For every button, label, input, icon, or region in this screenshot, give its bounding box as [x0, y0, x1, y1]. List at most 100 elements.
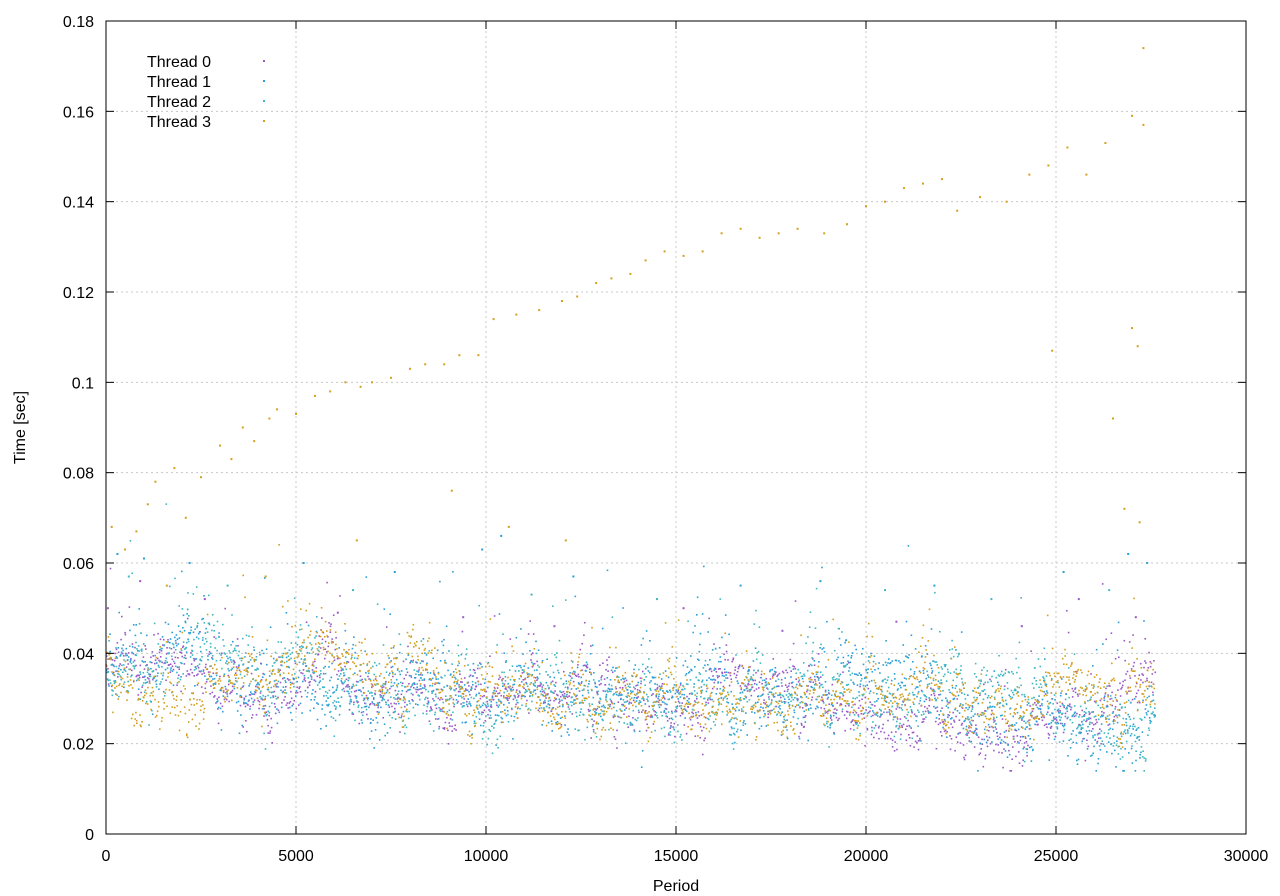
data-point	[418, 695, 420, 697]
data-point	[678, 702, 681, 704]
data-point	[992, 730, 995, 732]
outlier-point	[226, 584, 229, 587]
data-point	[613, 736, 616, 738]
data-point	[373, 704, 376, 706]
data-point	[768, 704, 771, 707]
outlier-point	[1134, 616, 1137, 619]
data-point	[629, 724, 632, 726]
data-point	[581, 642, 583, 645]
data-point	[139, 671, 141, 673]
data-point	[1059, 711, 1061, 714]
data-point	[694, 666, 696, 668]
data-point	[150, 656, 152, 659]
data-point	[167, 676, 169, 678]
data-point	[915, 686, 918, 688]
data-point	[276, 722, 279, 725]
data-point	[959, 731, 961, 734]
data-point	[655, 695, 658, 698]
data-point	[315, 643, 317, 645]
data-point	[992, 718, 995, 721]
data-point	[733, 717, 735, 720]
data-point	[792, 698, 795, 701]
data-point	[398, 651, 401, 654]
data-point	[730, 734, 733, 736]
data-point	[922, 718, 924, 720]
data-point	[1051, 678, 1053, 680]
data-point	[468, 701, 471, 703]
data-point	[327, 650, 329, 653]
data-point	[139, 714, 141, 716]
data-point	[911, 691, 914, 694]
data-point	[284, 647, 286, 650]
data-point	[251, 665, 253, 667]
data-point	[789, 658, 792, 661]
data-point	[752, 674, 755, 676]
data-point	[600, 678, 603, 681]
data-point	[915, 715, 917, 717]
data-point	[1008, 694, 1010, 697]
data-point	[869, 701, 871, 703]
data-point	[267, 732, 269, 734]
data-point	[1062, 740, 1065, 742]
data-point	[933, 692, 935, 695]
data-point	[1130, 733, 1133, 735]
data-point	[281, 702, 283, 704]
data-point	[983, 666, 985, 669]
data-point	[580, 708, 582, 710]
data-point	[780, 693, 782, 696]
data-point	[155, 679, 158, 682]
data-point	[616, 729, 618, 732]
data-point	[557, 694, 559, 697]
data-point	[668, 698, 670, 701]
data-point	[1107, 694, 1109, 696]
data-point	[818, 682, 821, 684]
data-point	[858, 694, 861, 697]
data-point	[181, 570, 183, 573]
data-point	[518, 690, 521, 693]
data-point	[136, 722, 138, 724]
data-point	[1043, 677, 1045, 679]
data-point	[1036, 699, 1039, 701]
data-point	[832, 714, 835, 717]
data-point	[185, 734, 188, 737]
data-point	[364, 702, 367, 705]
data-point	[115, 665, 118, 668]
data-point	[1092, 711, 1094, 713]
data-point	[1088, 713, 1091, 716]
data-point	[520, 628, 522, 630]
data-point	[367, 675, 369, 678]
data-point	[668, 717, 671, 720]
data-point	[1035, 704, 1037, 706]
data-point	[857, 715, 860, 718]
data-point	[744, 684, 747, 687]
data-point	[910, 727, 912, 729]
series-2	[105, 503, 1156, 772]
data-point	[328, 703, 330, 706]
data-point	[737, 682, 739, 685]
data-point	[937, 680, 940, 682]
data-point	[1112, 722, 1115, 725]
data-point	[600, 715, 602, 718]
data-point	[110, 658, 112, 661]
data-point	[930, 688, 933, 690]
data-point	[647, 715, 649, 717]
data-point	[469, 674, 472, 676]
data-point	[575, 711, 577, 714]
data-point	[107, 679, 109, 682]
data-point	[200, 650, 202, 653]
data-point	[588, 680, 591, 683]
data-point	[370, 730, 373, 732]
data-point	[887, 662, 889, 664]
data-point	[826, 720, 828, 723]
data-point	[960, 669, 962, 671]
data-point	[325, 700, 328, 702]
data-point	[713, 681, 716, 684]
data-point	[986, 696, 989, 699]
data-point	[120, 676, 122, 679]
data-point	[1059, 705, 1062, 708]
data-point	[801, 677, 804, 680]
data-point	[694, 701, 697, 703]
data-point	[933, 705, 935, 708]
data-point	[590, 645, 592, 647]
data-point	[731, 703, 733, 705]
